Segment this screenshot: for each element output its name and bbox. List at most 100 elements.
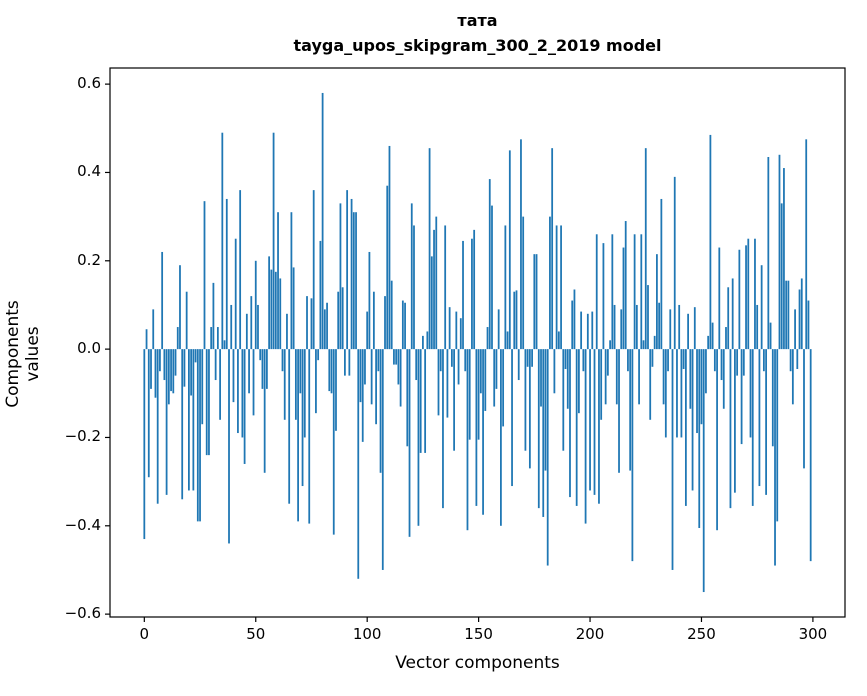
bar bbox=[482, 349, 484, 515]
bar bbox=[809, 349, 812, 562]
bar bbox=[450, 349, 453, 367]
bar bbox=[216, 327, 219, 350]
bar bbox=[170, 349, 172, 392]
bar bbox=[564, 349, 567, 370]
bar bbox=[635, 304, 638, 350]
chart-title-block: тата tayga_upos_skipgram_300_2_2019 mode… bbox=[110, 8, 845, 58]
bar bbox=[252, 349, 255, 416]
bar bbox=[803, 349, 805, 469]
bar bbox=[738, 249, 741, 350]
bar bbox=[602, 243, 605, 350]
bar bbox=[491, 205, 493, 350]
bar bbox=[794, 309, 796, 350]
bar bbox=[736, 349, 739, 376]
bar bbox=[805, 139, 808, 350]
bar bbox=[281, 349, 284, 372]
bar bbox=[796, 349, 799, 370]
plot-border bbox=[109, 67, 846, 618]
bar bbox=[691, 349, 694, 491]
bar bbox=[484, 349, 487, 411]
bar bbox=[165, 349, 168, 495]
bar bbox=[321, 92, 324, 350]
bar bbox=[618, 349, 620, 473]
bar bbox=[638, 349, 640, 405]
bar bbox=[188, 349, 190, 491]
bar bbox=[502, 349, 505, 427]
bar bbox=[486, 327, 489, 350]
bar bbox=[199, 349, 201, 522]
bar bbox=[580, 311, 583, 350]
x-tick-label: 150 bbox=[464, 625, 493, 643]
bar bbox=[633, 234, 636, 350]
bar bbox=[653, 335, 656, 350]
bar bbox=[404, 302, 406, 350]
bar bbox=[232, 349, 235, 403]
chart-title: тата bbox=[457, 11, 498, 30]
bar bbox=[263, 349, 266, 473]
bar bbox=[647, 285, 649, 350]
bar bbox=[330, 349, 333, 394]
bar bbox=[727, 287, 730, 350]
bar bbox=[205, 349, 208, 456]
bar bbox=[734, 349, 736, 493]
bar bbox=[611, 234, 614, 350]
bar bbox=[183, 349, 186, 387]
bar bbox=[642, 340, 645, 350]
bar bbox=[557, 331, 560, 350]
bar bbox=[210, 327, 213, 350]
bar bbox=[310, 298, 313, 350]
bar bbox=[283, 349, 286, 420]
bar bbox=[729, 349, 732, 509]
bar bbox=[767, 156, 770, 350]
bar bbox=[549, 216, 551, 350]
bar bbox=[689, 349, 692, 409]
bar bbox=[718, 247, 721, 350]
bar bbox=[257, 304, 259, 350]
x-tick-label: 50 bbox=[246, 625, 266, 643]
bar bbox=[455, 311, 458, 350]
bar bbox=[176, 327, 179, 350]
bar bbox=[586, 313, 589, 350]
x-tick-label: 300 bbox=[798, 625, 828, 643]
bar bbox=[522, 216, 525, 350]
bar bbox=[212, 282, 215, 350]
bar bbox=[196, 349, 199, 522]
bar bbox=[294, 349, 297, 420]
bar bbox=[245, 313, 248, 350]
bar bbox=[261, 349, 264, 389]
bar bbox=[517, 349, 520, 381]
bar bbox=[500, 349, 502, 526]
bar bbox=[705, 349, 707, 394]
bar bbox=[504, 225, 507, 350]
bar bbox=[268, 256, 271, 350]
bar bbox=[435, 216, 438, 350]
bar bbox=[555, 225, 558, 350]
bar bbox=[433, 229, 435, 350]
bar bbox=[225, 198, 228, 350]
bar bbox=[274, 271, 277, 350]
bar bbox=[150, 349, 152, 389]
bar bbox=[495, 349, 498, 389]
bar bbox=[248, 349, 250, 394]
bar bbox=[277, 212, 279, 350]
bar bbox=[526, 349, 529, 367]
bar bbox=[357, 349, 360, 579]
bar bbox=[154, 349, 157, 398]
bar bbox=[604, 349, 607, 405]
bar bbox=[573, 289, 576, 350]
bar bbox=[288, 349, 291, 504]
bar bbox=[290, 212, 293, 350]
bar bbox=[161, 251, 164, 350]
bar bbox=[720, 349, 723, 381]
bar bbox=[613, 304, 616, 350]
bar bbox=[569, 349, 571, 498]
bar bbox=[575, 349, 578, 506]
bar bbox=[279, 278, 282, 350]
bar bbox=[219, 349, 221, 420]
bar bbox=[627, 349, 629, 372]
bar bbox=[546, 349, 549, 566]
bar bbox=[531, 349, 533, 367]
bar bbox=[156, 349, 159, 504]
bar bbox=[315, 349, 317, 414]
